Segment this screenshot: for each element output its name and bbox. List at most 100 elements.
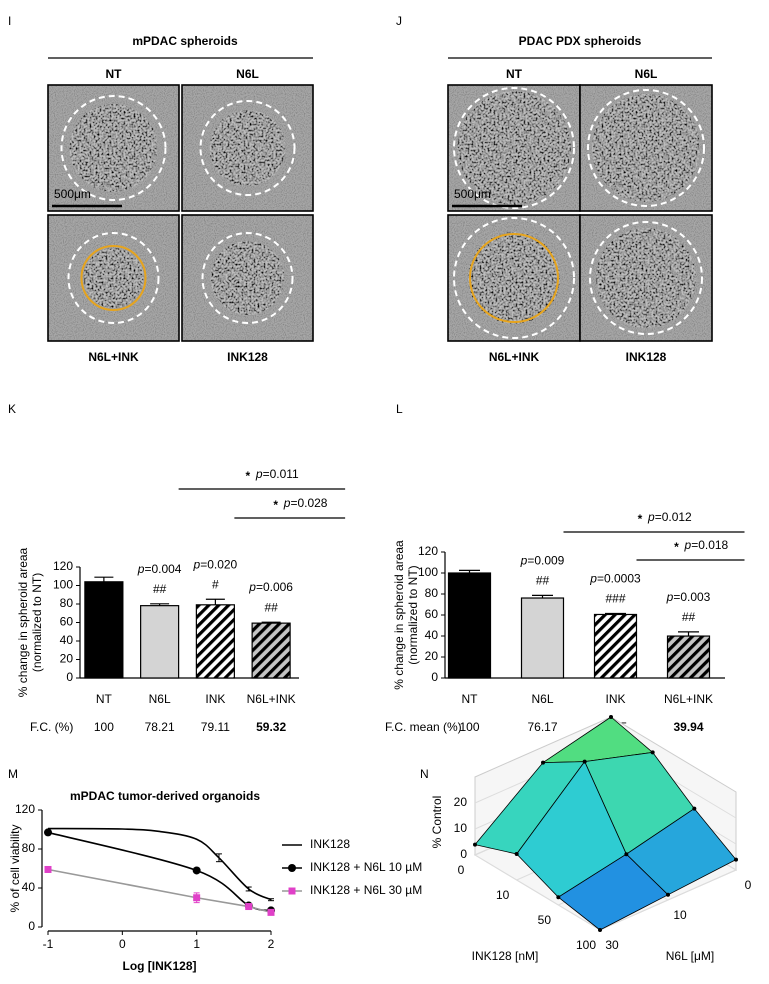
micrograph: [47, 84, 180, 212]
fc-value: 100: [459, 720, 479, 734]
dashed-outline: [589, 221, 703, 335]
y-tick-label: 120: [418, 544, 438, 558]
surface-vertex: [624, 852, 629, 857]
surface-vertex: [541, 760, 545, 765]
fc-value: 39.94: [673, 720, 703, 734]
x-tick-label: N6L+INK: [664, 692, 713, 706]
x-tick-label: INK: [605, 692, 625, 706]
micrograph: [579, 84, 713, 212]
marker: [267, 908, 275, 916]
x-tick-label: 2: [268, 937, 275, 951]
x-tick-label: NT: [462, 692, 479, 706]
significance-mark: ##: [536, 574, 550, 588]
z-axis-label: % Control: [430, 796, 444, 849]
significance-mark: #: [212, 577, 219, 591]
dashed-outline: [199, 100, 296, 196]
x-tick-label: NT: [96, 692, 113, 706]
x-tick-label: 50: [538, 913, 552, 927]
panel-label: N: [420, 767, 429, 781]
spheroid: [210, 241, 285, 315]
spheroid: [596, 228, 696, 328]
y-axis-label: (normalized to NT): [406, 565, 420, 664]
series-line: [47, 827, 272, 901]
y-tick-label: 0: [431, 670, 438, 684]
legend-marker: [288, 887, 296, 895]
x-tick-label: N6L: [531, 692, 553, 706]
fc-value: 76.17: [527, 720, 557, 734]
image-frame: [47, 214, 180, 342]
significance-star: *: [674, 540, 679, 554]
y-tick-label: 120: [15, 802, 35, 816]
significance-mark: ##: [682, 610, 696, 624]
bar: [447, 572, 492, 679]
spheroid: [457, 91, 571, 205]
surface-vertex: [734, 857, 738, 862]
y-tick-label: 0: [745, 878, 752, 892]
dashed-outline: [453, 87, 575, 209]
significance-mark: ##: [153, 582, 167, 596]
bar: [666, 635, 711, 679]
dashed-outline: [201, 232, 294, 324]
image-frame: [181, 214, 314, 342]
surface-vertex: [609, 715, 613, 719]
micrograph: [181, 214, 314, 342]
p-value: p=0.006: [248, 580, 293, 594]
x-tick-label: 10: [496, 888, 510, 902]
surface-vertex: [666, 892, 670, 897]
bar: [520, 597, 565, 679]
image-frame: [181, 84, 314, 212]
p-value: p=0.028: [283, 496, 328, 510]
y-axis-label: % change in spheroid areaa: [16, 547, 30, 697]
z-tick-label: 20: [454, 795, 468, 809]
y-tick-label: 20: [60, 652, 74, 666]
spheroid: [69, 104, 158, 192]
p-value: p=0.011: [255, 467, 299, 481]
micrograph: [181, 84, 314, 212]
bar: [593, 613, 638, 679]
x-tick-label: -1: [43, 937, 54, 951]
series-line: [47, 831, 272, 912]
y-tick-label: 60: [425, 607, 439, 621]
x-tick-label: 0: [119, 937, 126, 951]
dashed-outline: [587, 89, 705, 207]
p-value: p=0.018: [684, 538, 729, 552]
bar: [140, 605, 180, 679]
y-tick-label: 0: [66, 670, 73, 684]
surface-vertex: [582, 759, 587, 764]
image-frame: [579, 84, 713, 212]
y-tick-label: 20: [425, 649, 439, 663]
legend-label: INK128: [310, 837, 350, 851]
x-tick-label: 0: [458, 863, 465, 877]
x-tick-label: INK: [205, 692, 225, 706]
panel-title: mPDAC spheroids: [132, 34, 238, 48]
y-tick-label: 80: [425, 586, 439, 600]
panel-label: I: [8, 14, 11, 28]
spheroid: [468, 232, 560, 324]
significance-star: *: [246, 469, 251, 483]
panel-title: PDAC PDX spheroids: [519, 34, 642, 48]
y-tick-label: 40: [60, 633, 74, 647]
y-tick-label: 80: [60, 596, 74, 610]
surface-vertex: [650, 750, 655, 755]
p-value: p=0.012: [647, 510, 692, 524]
fc-label: F.C. mean (%): [385, 720, 462, 734]
dashed-outline: [60, 95, 167, 201]
y-tick-label: 100: [53, 578, 73, 592]
significance-star: *: [638, 512, 643, 526]
y-tick-label: 0: [28, 919, 35, 933]
micrograph: [447, 214, 581, 342]
micrograph: [579, 214, 713, 342]
marker: [44, 865, 52, 873]
panel-label: K: [8, 402, 16, 416]
legend-label: INK128 + N6L 10 µM: [310, 860, 422, 874]
y-axis-label: % change in spheroid areaa: [392, 540, 406, 690]
column-label: INK128: [626, 350, 667, 364]
panel-label: L: [396, 402, 403, 416]
significance-mark: ##: [264, 600, 278, 614]
y-tick-label: 40: [425, 628, 439, 642]
y-tick-label: 80: [22, 841, 36, 855]
surface-vertex: [692, 806, 697, 811]
y-tick-label: 30: [605, 938, 619, 952]
bar: [84, 581, 124, 679]
